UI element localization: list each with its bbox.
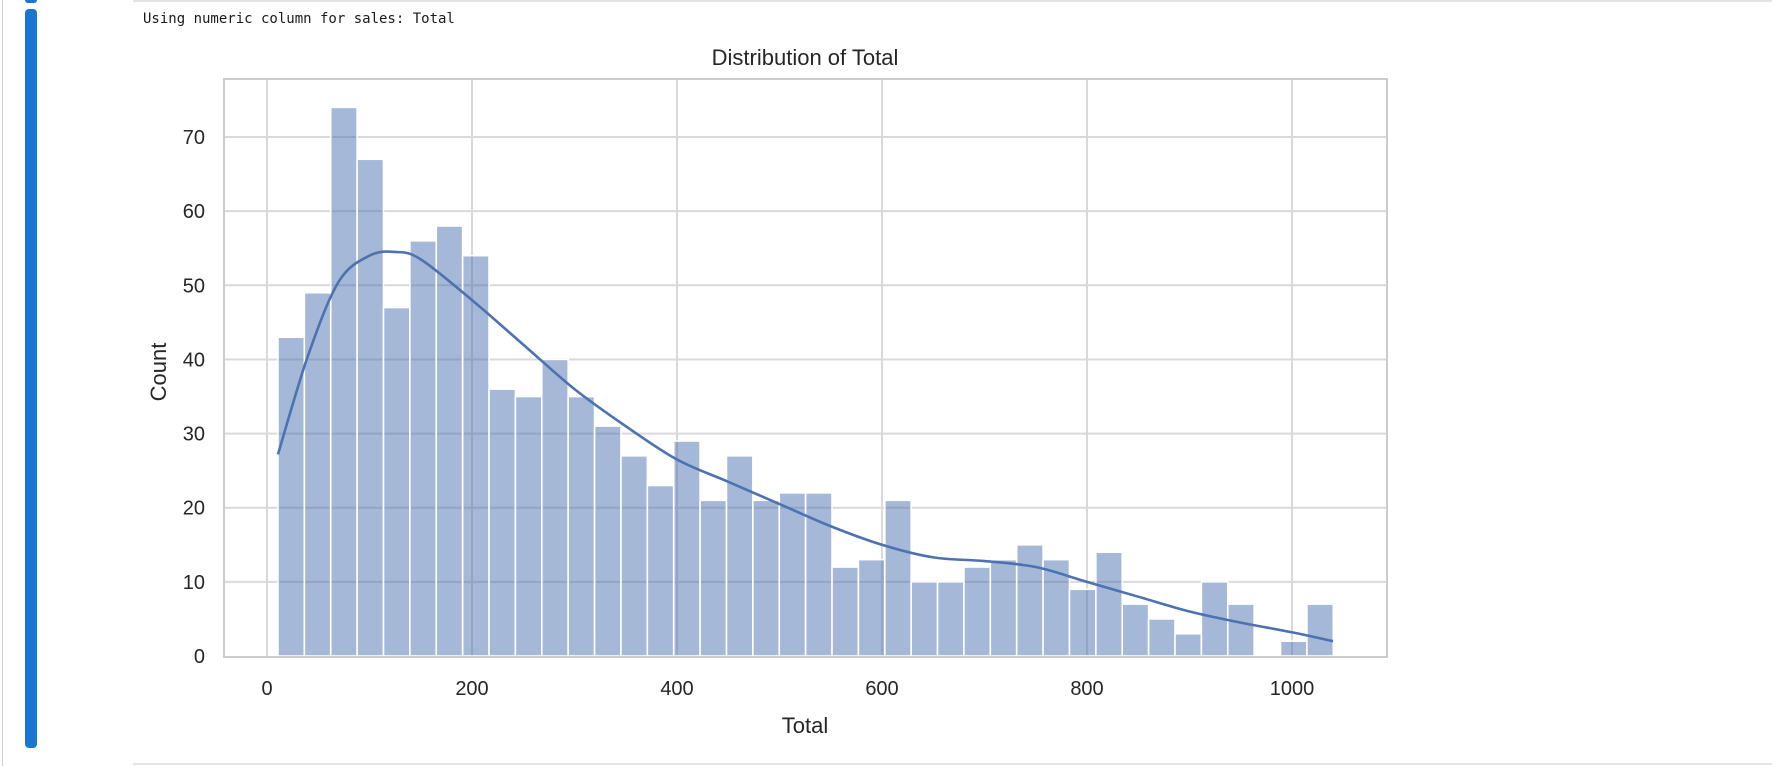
histogram-bar	[329, 106, 358, 657]
histogram-bar	[1226, 603, 1255, 657]
x-tick-label: 600	[865, 678, 898, 700]
histogram-bar	[356, 158, 385, 657]
axes-frame	[223, 78, 1388, 658]
histogram-bar	[277, 336, 306, 657]
histogram-bar	[963, 566, 992, 657]
cell-bottom-divider	[133, 763, 1772, 765]
histogram-bar	[646, 484, 675, 657]
x-tick-label: 200	[455, 678, 488, 700]
kde-curve	[276, 250, 1334, 643]
chart-title: Distribution of Total	[712, 45, 899, 70]
notebook-left-border	[2, 0, 3, 766]
histogram-bar	[1147, 618, 1176, 657]
histogram-bar	[672, 440, 701, 657]
cell-top-divider	[133, 0, 1772, 2]
histogram-bar	[752, 499, 781, 657]
histogram-bars	[277, 106, 1335, 657]
x-tick-label: 0	[261, 678, 272, 700]
histogram-bar	[620, 455, 649, 657]
previous-cell-indicator[interactable]	[25, 0, 37, 3]
histogram-bar	[1095, 551, 1124, 657]
histogram-bar	[857, 558, 886, 657]
x-tick-label: 400	[660, 678, 693, 700]
x-tick-label: 1000	[1270, 678, 1315, 700]
histogram-bar	[699, 499, 728, 657]
histogram-bar	[514, 395, 543, 657]
histogram-bar	[1279, 640, 1308, 657]
y-tick-label: 50	[183, 275, 205, 297]
histogram-bar	[567, 395, 596, 657]
x-axis-label: Total	[782, 713, 828, 738]
x-tick-labels: 0 200 400 600 800 1000	[261, 678, 1314, 700]
histogram-bar	[1174, 632, 1203, 657]
histogram-bar	[883, 499, 912, 657]
histogram-bar	[989, 558, 1018, 657]
histogram-bar	[1015, 543, 1044, 657]
histogram-bar	[778, 492, 807, 657]
histogram-bar	[593, 425, 622, 657]
histogram-bar	[303, 291, 332, 657]
histogram-bar	[541, 358, 569, 657]
histogram-bar	[409, 240, 438, 657]
histogram-bar	[382, 306, 411, 657]
x-tick-label: 800	[1070, 678, 1103, 700]
y-tick-label: 70	[183, 127, 205, 149]
y-tick-label: 20	[183, 498, 205, 520]
y-tick-label: 60	[183, 201, 205, 223]
cell-selection-bar[interactable]	[25, 9, 37, 748]
histogram-bar	[936, 581, 965, 657]
histogram-bar	[831, 566, 860, 657]
y-tick-label: 40	[183, 349, 205, 371]
y-tick-labels: 0 10 20 30 40 50 60 70	[183, 127, 205, 668]
histogram-bar	[488, 388, 517, 657]
y-tick-label: 30	[183, 424, 205, 446]
histogram-bar	[1068, 588, 1097, 657]
y-tick-label: 0	[194, 646, 205, 668]
histogram-bar	[910, 581, 939, 657]
y-axis-label: Count	[146, 343, 171, 402]
histogram-bar	[1306, 603, 1335, 657]
histogram-bar	[461, 254, 490, 657]
y-tick-label: 10	[183, 572, 205, 594]
cell-stdout-text: Using numeric column for sales: Total	[143, 11, 455, 27]
histogram-bar	[1121, 603, 1150, 657]
